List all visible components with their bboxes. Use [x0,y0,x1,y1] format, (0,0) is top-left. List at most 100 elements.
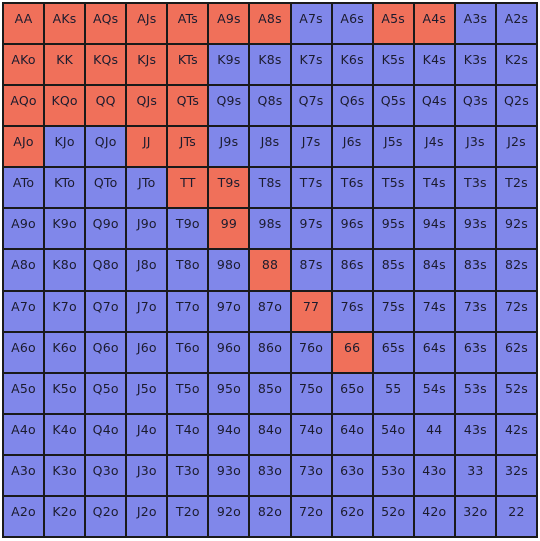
hand-cell-q7s[interactable]: Q7s [291,86,331,126]
hand-cell-j5o[interactable]: J5o [127,373,167,413]
hand-cell-64o[interactable]: 64o [332,414,372,454]
hand-cell-85o[interactable]: 85o [250,373,290,413]
hand-cell-k4s[interactable]: K4s [414,45,454,85]
hand-cell-j6o[interactable]: J6o [127,332,167,372]
hand-cell-44[interactable]: 44 [414,414,454,454]
hand-cell-k7s[interactable]: K7s [291,45,331,85]
hand-cell-k8o[interactable]: K8o [45,250,85,290]
hand-cell-j8o[interactable]: J8o [127,250,167,290]
hand-cell-j3s[interactable]: J3s [455,127,495,167]
hand-cell-t5o[interactable]: T5o [168,373,208,413]
hand-cell-k9o[interactable]: K9o [45,209,85,249]
hand-cell-kjs[interactable]: KJs [127,45,167,85]
hand-cell-54s[interactable]: 54s [414,373,454,413]
hand-cell-t9s[interactable]: T9s [209,168,249,208]
hand-cell-kk[interactable]: KK [45,45,85,85]
hand-cell-j9s[interactable]: J9s [209,127,249,167]
hand-cell-63o[interactable]: 63o [332,455,372,495]
hand-cell-j7s[interactable]: J7s [291,127,331,167]
hand-cell-k9s[interactable]: K9s [209,45,249,85]
hand-cell-t4s[interactable]: T4s [414,168,454,208]
hand-cell-96s[interactable]: 96s [332,209,372,249]
hand-cell-q9s[interactable]: Q9s [209,86,249,126]
hand-cell-j7o[interactable]: J7o [127,291,167,331]
hand-cell-ajs[interactable]: AJs [127,4,167,44]
hand-cell-k2s[interactable]: K2s [496,45,536,85]
hand-cell-q6o[interactable]: Q6o [86,332,126,372]
hand-cell-a3o[interactable]: A3o [4,455,44,495]
hand-cell-84o[interactable]: 84o [250,414,290,454]
hand-cell-75o[interactable]: 75o [291,373,331,413]
hand-cell-t8o[interactable]: T8o [168,250,208,290]
hand-cell-95s[interactable]: 95s [373,209,413,249]
hand-cell-43s[interactable]: 43s [455,414,495,454]
hand-cell-k4o[interactable]: K4o [45,414,85,454]
hand-cell-a4s[interactable]: A4s [414,4,454,44]
hand-cell-j3o[interactable]: J3o [127,455,167,495]
hand-cell-63s[interactable]: 63s [455,332,495,372]
hand-cell-k8s[interactable]: K8s [250,45,290,85]
hand-cell-a5o[interactable]: A5o [4,373,44,413]
hand-cell-t3o[interactable]: T3o [168,455,208,495]
hand-cell-qq[interactable]: QQ [86,86,126,126]
hand-cell-72s[interactable]: 72s [496,291,536,331]
hand-cell-83o[interactable]: 83o [250,455,290,495]
hand-cell-t9o[interactable]: T9o [168,209,208,249]
hand-cell-kqs[interactable]: KQs [86,45,126,85]
hand-cell-75s[interactable]: 75s [373,291,413,331]
hand-cell-q6s[interactable]: Q6s [332,86,372,126]
hand-cell-j4s[interactable]: J4s [414,127,454,167]
hand-cell-92s[interactable]: 92s [496,209,536,249]
hand-cell-94o[interactable]: 94o [209,414,249,454]
hand-cell-62o[interactable]: 62o [332,496,372,536]
hand-cell-88[interactable]: 88 [250,250,290,290]
hand-cell-64s[interactable]: 64s [414,332,454,372]
hand-cell-76o[interactable]: 76o [291,332,331,372]
hand-cell-ajo[interactable]: AJo [4,127,44,167]
hand-cell-q2o[interactable]: Q2o [86,496,126,536]
hand-cell-52s[interactable]: 52s [496,373,536,413]
hand-cell-a9s[interactable]: A9s [209,4,249,44]
hand-cell-tt[interactable]: TT [168,168,208,208]
hand-cell-86o[interactable]: 86o [250,332,290,372]
hand-cell-87s[interactable]: 87s [291,250,331,290]
hand-cell-74s[interactable]: 74s [414,291,454,331]
hand-cell-97o[interactable]: 97o [209,291,249,331]
hand-cell-t7s[interactable]: T7s [291,168,331,208]
hand-cell-a8o[interactable]: A8o [4,250,44,290]
hand-cell-j5s[interactable]: J5s [373,127,413,167]
hand-cell-kjo[interactable]: KJo [45,127,85,167]
hand-cell-t3s[interactable]: T3s [455,168,495,208]
hand-cell-a9o[interactable]: A9o [4,209,44,249]
hand-cell-kto[interactable]: KTo [45,168,85,208]
hand-cell-q8o[interactable]: Q8o [86,250,126,290]
hand-cell-j9o[interactable]: J9o [127,209,167,249]
hand-cell-t6o[interactable]: T6o [168,332,208,372]
hand-cell-a7s[interactable]: A7s [291,4,331,44]
hand-cell-a6o[interactable]: A6o [4,332,44,372]
hand-cell-98o[interactable]: 98o [209,250,249,290]
hand-cell-t2s[interactable]: T2s [496,168,536,208]
hand-cell-q3o[interactable]: Q3o [86,455,126,495]
hand-cell-aqo[interactable]: AQo [4,86,44,126]
hand-cell-k6o[interactable]: K6o [45,332,85,372]
hand-cell-qts[interactable]: QTs [168,86,208,126]
hand-cell-82s[interactable]: 82s [496,250,536,290]
hand-cell-q9o[interactable]: Q9o [86,209,126,249]
hand-cell-32s[interactable]: 32s [496,455,536,495]
hand-cell-33[interactable]: 33 [455,455,495,495]
hand-cell-q5s[interactable]: Q5s [373,86,413,126]
hand-cell-k3s[interactable]: K3s [455,45,495,85]
hand-cell-73s[interactable]: 73s [455,291,495,331]
hand-cell-qjo[interactable]: QJo [86,127,126,167]
hand-cell-74o[interactable]: 74o [291,414,331,454]
hand-cell-43o[interactable]: 43o [414,455,454,495]
hand-cell-65o[interactable]: 65o [332,373,372,413]
hand-cell-86s[interactable]: 86s [332,250,372,290]
hand-cell-aqs[interactable]: AQs [86,4,126,44]
hand-cell-82o[interactable]: 82o [250,496,290,536]
hand-cell-j8s[interactable]: J8s [250,127,290,167]
hand-cell-42o[interactable]: 42o [414,496,454,536]
hand-cell-77[interactable]: 77 [291,291,331,331]
hand-cell-53o[interactable]: 53o [373,455,413,495]
